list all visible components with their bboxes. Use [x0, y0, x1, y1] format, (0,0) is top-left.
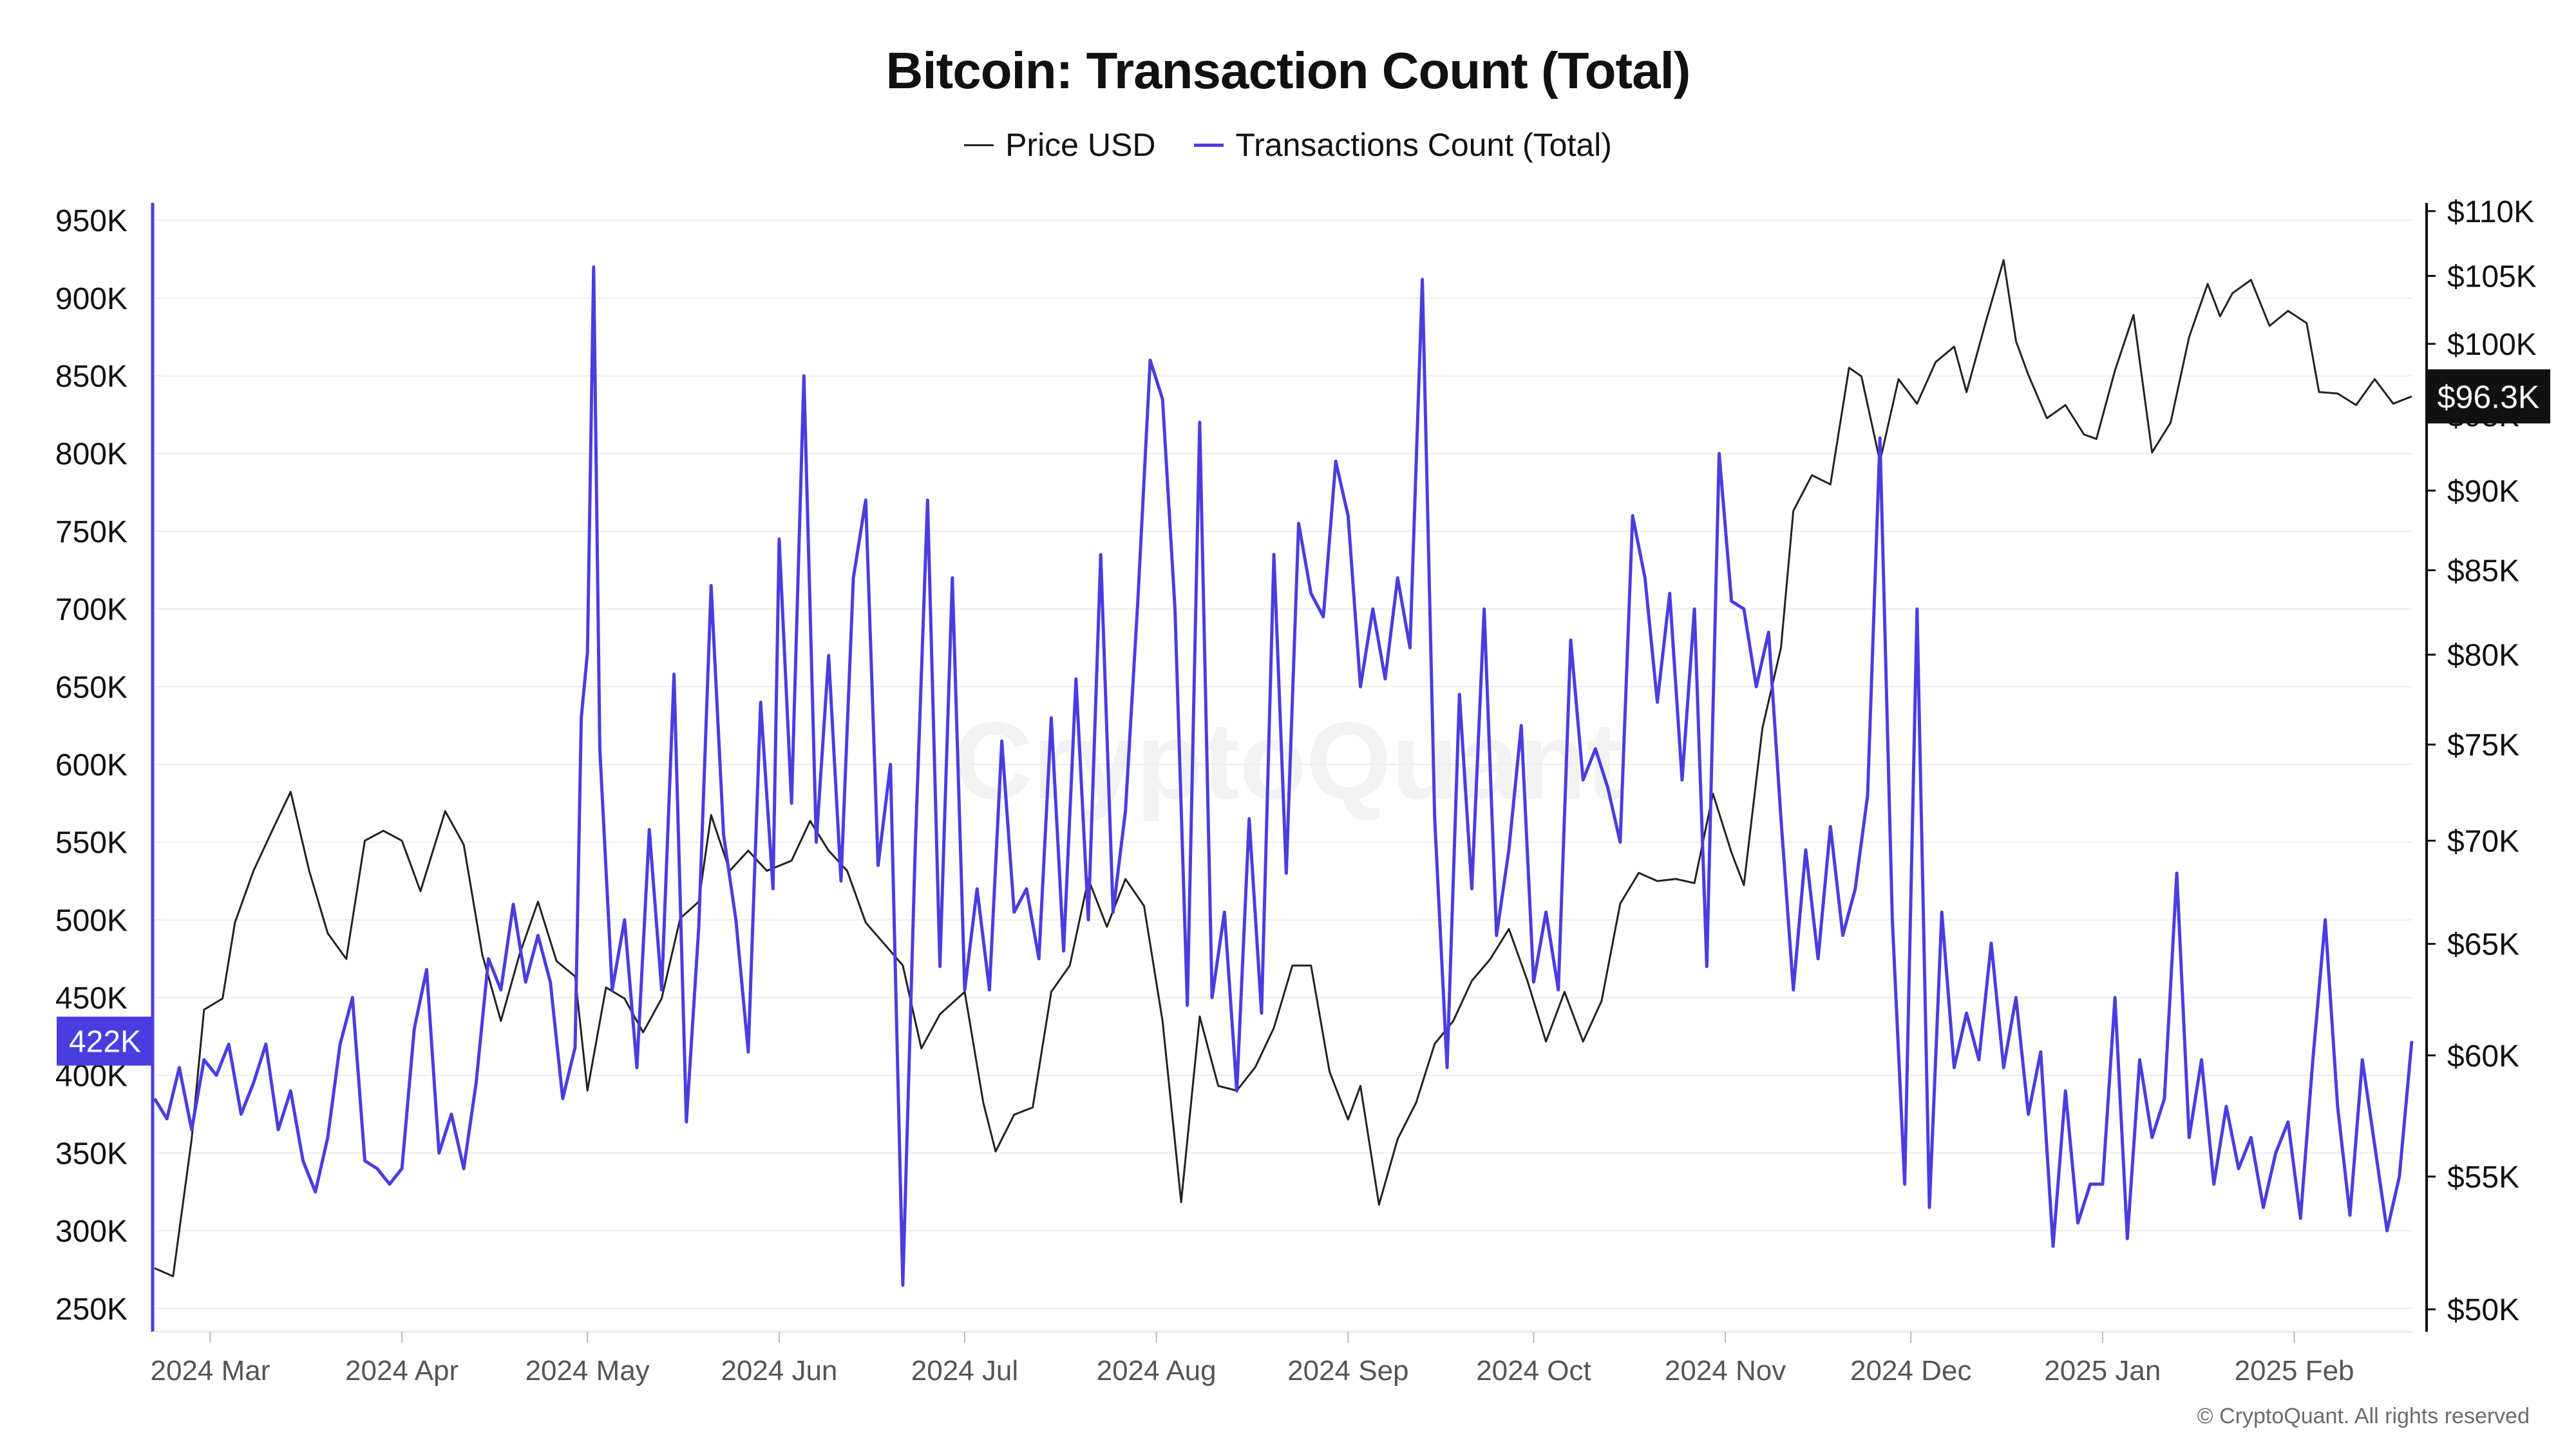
x-tick-label: 2024 Dec — [1850, 1355, 1971, 1387]
current-tx-badge — [57, 1016, 153, 1066]
y-left-tick-label: 350K — [55, 1137, 128, 1171]
y-left-tick-label: 300K — [55, 1215, 128, 1249]
x-tick-label: 2025 Feb — [2235, 1355, 2354, 1387]
current-tx-badge-label: 422K — [69, 1025, 141, 1059]
x-tick-label: 2024 Aug — [1097, 1355, 1217, 1387]
y-right-tick-label: $80K — [2447, 639, 2519, 673]
x-tick-label: 2024 Oct — [1476, 1355, 1591, 1387]
y-right-tick-label: $105K — [2447, 260, 2537, 294]
y-left-tick-label: 700K — [55, 593, 128, 627]
y-left-tick-label: 850K — [55, 360, 128, 394]
y-right-tick-label: $85K — [2447, 554, 2519, 588]
y-right-tick-label: $65K — [2447, 928, 2519, 962]
x-tick-label: 2024 Jul — [911, 1355, 1018, 1387]
series-line-transactions-count — [153, 265, 2414, 1287]
legend-item-price[interactable]: Price USD — [964, 126, 1155, 164]
legend-label-price: Price USD — [1005, 127, 1156, 163]
y-left-tick-label: 900K — [55, 282, 128, 316]
y-left-tick-label: 550K — [55, 826, 128, 860]
y-right-tick-label: $100K — [2447, 328, 2537, 362]
x-tick-label: 2024 Mar — [150, 1355, 270, 1387]
x-tick-label: 2025 Jan — [2044, 1355, 2161, 1387]
y-left-tick-label: 750K — [55, 515, 128, 549]
y-right-tick-label: $70K — [2447, 824, 2519, 858]
legend-swatch-transactions — [1194, 143, 1224, 147]
current-price-badge — [2427, 369, 2550, 424]
y-left-tick-label: 950K — [55, 204, 128, 238]
y-right-tick-label: $90K — [2447, 475, 2519, 509]
current-price-badge-label: $96.3K — [2438, 379, 2539, 415]
y-left-tick-label: 600K — [55, 748, 128, 782]
x-tick-label: 2024 Nov — [1665, 1355, 1786, 1387]
y-left-tick-label: 500K — [55, 904, 128, 938]
y-left-tick-label: 250K — [55, 1293, 128, 1327]
y-left-tick-label: 800K — [55, 437, 128, 471]
y-right-tick-label: $60K — [2447, 1039, 2519, 1074]
legend-item-transactions[interactable]: Transactions Count (Total) — [1194, 126, 1612, 164]
legend: Price USD Transactions Count (Total) — [0, 126, 2576, 164]
y-left-tick-label: 450K — [55, 981, 128, 1016]
legend-swatch-price — [964, 144, 994, 146]
y-right-tick-label: $55K — [2447, 1160, 2519, 1195]
x-tick-label: 2024 Jun — [721, 1355, 837, 1387]
legend-label-transactions: Transactions Count (Total) — [1235, 127, 1612, 163]
chart-title: Bitcoin: Transaction Count (Total) — [886, 42, 1691, 99]
x-tick-label: 2024 Apr — [345, 1355, 459, 1387]
copyright-text: © CryptoQuant. All rights reserved — [2197, 1404, 2530, 1428]
y-right-tick-label: $75K — [2447, 728, 2519, 762]
y-left-tick-label: 650K — [55, 670, 128, 705]
y-right-tick-label: $50K — [2447, 1293, 2519, 1327]
y-right-tick-label: $110K — [2447, 195, 2534, 229]
x-tick-label: 2024 Sep — [1287, 1355, 1408, 1387]
series-line-price-usd — [154, 259, 2412, 1278]
x-tick-label: 2024 May — [526, 1355, 650, 1387]
